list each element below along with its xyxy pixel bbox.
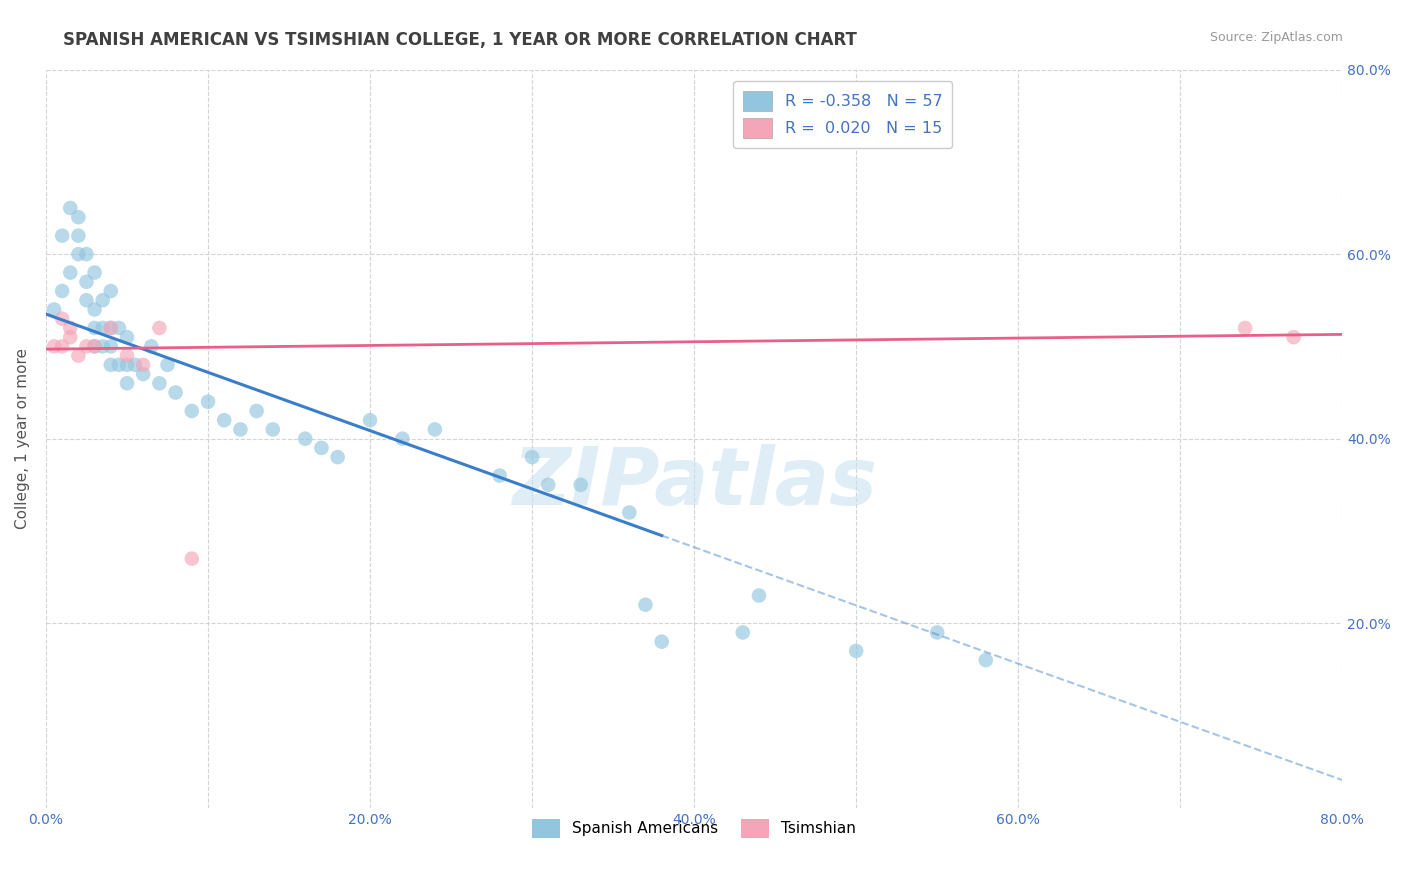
Point	[76, 339, 98, 353]
Point	[76, 293, 98, 308]
Point	[141, 339, 163, 353]
Point	[100, 284, 122, 298]
Point	[83, 339, 105, 353]
Point	[76, 247, 98, 261]
Text: Source: ZipAtlas.com: Source: ZipAtlas.com	[1209, 31, 1343, 45]
Point	[326, 450, 349, 464]
Point	[246, 404, 269, 418]
Point	[845, 644, 868, 658]
Point	[108, 358, 131, 372]
Point	[229, 422, 252, 436]
Point	[100, 339, 122, 353]
Point	[59, 266, 82, 280]
Point	[197, 394, 219, 409]
Point	[115, 376, 138, 391]
Point	[180, 404, 202, 418]
Point	[488, 468, 510, 483]
Point	[311, 441, 333, 455]
Point	[42, 302, 65, 317]
Text: SPANISH AMERICAN VS TSIMSHIAN COLLEGE, 1 YEAR OR MORE CORRELATION CHART: SPANISH AMERICAN VS TSIMSHIAN COLLEGE, 1…	[63, 31, 858, 49]
Point	[731, 625, 754, 640]
Point	[115, 330, 138, 344]
Point	[619, 506, 641, 520]
Point	[51, 228, 73, 243]
Point	[651, 634, 673, 648]
Point	[262, 422, 284, 436]
Point	[294, 432, 316, 446]
Point	[91, 293, 114, 308]
Point	[42, 339, 65, 353]
Point	[83, 266, 105, 280]
Point	[132, 367, 155, 381]
Point	[108, 321, 131, 335]
Point	[115, 358, 138, 372]
Point	[520, 450, 543, 464]
Y-axis label: College, 1 year or more: College, 1 year or more	[15, 348, 30, 529]
Point	[51, 311, 73, 326]
Point	[180, 551, 202, 566]
Point	[83, 321, 105, 335]
Point	[100, 321, 122, 335]
Text: ZIPatlas: ZIPatlas	[512, 444, 876, 522]
Point	[1234, 321, 1257, 335]
Point	[51, 284, 73, 298]
Point	[927, 625, 949, 640]
Point	[148, 321, 170, 335]
Point	[100, 358, 122, 372]
Point	[100, 321, 122, 335]
Point	[634, 598, 657, 612]
Point	[67, 228, 90, 243]
Point	[76, 275, 98, 289]
Point	[124, 358, 146, 372]
Point	[569, 477, 592, 491]
Point	[83, 302, 105, 317]
Point	[165, 385, 187, 400]
Point	[537, 477, 560, 491]
Point	[148, 376, 170, 391]
Point	[115, 349, 138, 363]
Point	[67, 247, 90, 261]
Point	[67, 349, 90, 363]
Point	[156, 358, 179, 372]
Point	[391, 432, 413, 446]
Point	[423, 422, 446, 436]
Point	[359, 413, 381, 427]
Point	[91, 339, 114, 353]
Point	[83, 339, 105, 353]
Point	[91, 321, 114, 335]
Point	[212, 413, 235, 427]
Legend: Spanish Americans, Tsimshian: Spanish Americans, Tsimshian	[526, 813, 862, 845]
Point	[132, 358, 155, 372]
Point	[67, 210, 90, 224]
Point	[59, 201, 82, 215]
Point	[974, 653, 997, 667]
Point	[51, 339, 73, 353]
Point	[1282, 330, 1305, 344]
Point	[748, 589, 770, 603]
Point	[59, 330, 82, 344]
Point	[59, 321, 82, 335]
